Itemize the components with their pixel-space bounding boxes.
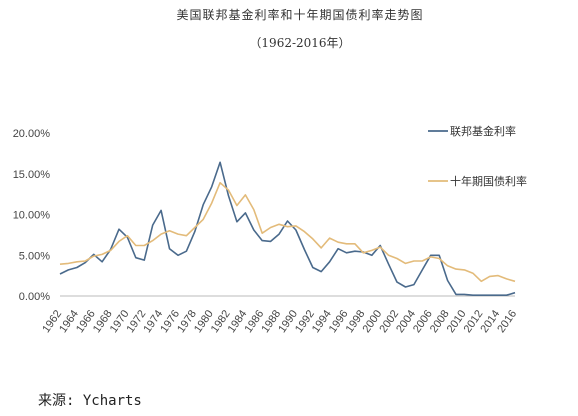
legend-label: 联邦基金利率 — [450, 124, 516, 138]
y-tick-label: 0.00% — [19, 291, 50, 303]
y-tick-label: 15.00% — [13, 169, 51, 181]
y-tick-label: 20.00% — [13, 128, 51, 140]
y-tick-label: 5.00% — [19, 250, 50, 262]
legend-label: 十年期国债利率 — [450, 174, 527, 188]
chart-subtitle: （1962-2016年） — [249, 36, 351, 50]
y-tick-label: 10.00% — [13, 210, 51, 222]
series-line-ten-year-treasury — [59, 181, 516, 283]
series-line-fed-funds-rate — [59, 161, 516, 297]
source-note: 来源: Ycharts — [38, 393, 142, 409]
x-tick-label: 2016 — [495, 308, 519, 335]
chart-title: 美国联邦基金利率和十年期国债利率走势图 — [176, 8, 424, 22]
